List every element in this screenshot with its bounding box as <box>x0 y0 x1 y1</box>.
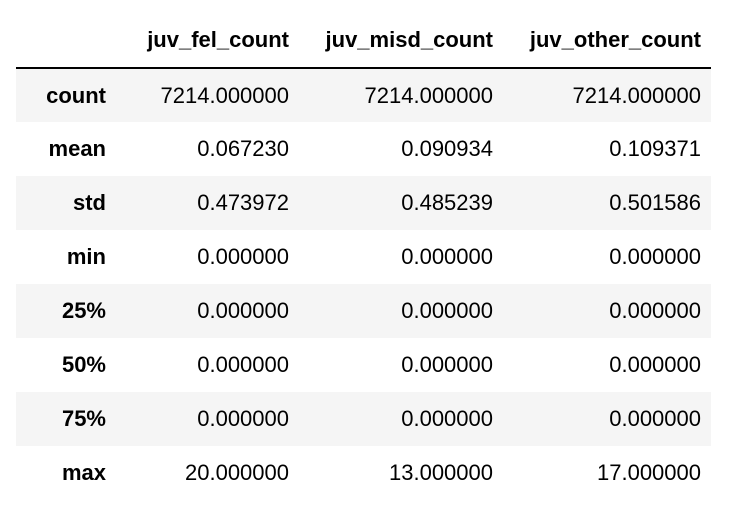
table-cell: 0.000000 <box>609 244 701 269</box>
column-header-juv-other-count: juv_other_count <box>503 13 711 69</box>
table-row-min: min 0.000000 0.000000 0.000000 <box>16 230 711 284</box>
table-cell: 0.000000 <box>609 298 701 323</box>
table-cell: 0.473972 <box>197 190 289 215</box>
table-row-max: max 20.000000 13.000000 17.000000 <box>16 446 711 500</box>
table-cell: 7214.000000 <box>572 82 701 108</box>
table-cell: 17.000000 <box>597 460 701 485</box>
table-row-mean: mean 0.067230 0.090934 0.109371 <box>16 122 711 176</box>
row-label: count <box>46 82 106 108</box>
table-cell: 0.000000 <box>609 406 701 431</box>
row-label: min <box>66 244 106 269</box>
table-row-75-percent: 75% 0.000000 0.000000 0.000000 <box>16 392 711 446</box>
table-cell: 0.485239 <box>401 190 493 215</box>
table-cell: 0.000000 <box>197 298 289 323</box>
table-body: count 7214.000000 7214.000000 7214.00000… <box>16 68 711 500</box>
table-row-50-percent: 50% 0.000000 0.000000 0.000000 <box>16 338 711 392</box>
table-cell: 20.000000 <box>185 460 289 485</box>
row-label: 25% <box>61 298 106 323</box>
table-cell: 0.000000 <box>197 244 289 269</box>
table-row-25-percent: 25% 0.000000 0.000000 0.000000 <box>16 284 711 338</box>
table-cell: 0.000000 <box>401 406 493 431</box>
row-label: mean <box>48 136 106 161</box>
row-label: 75% <box>61 406 106 431</box>
table-cell: 0.109371 <box>609 136 701 161</box>
row-label: max <box>61 460 106 485</box>
table-cell: 0.501586 <box>609 190 701 215</box>
header-row: juv_fel_count juv_misd_count juv_other_c… <box>16 13 711 69</box>
table-cell: 7214.000000 <box>364 82 493 108</box>
table-cell: 0.000000 <box>197 352 289 377</box>
table-row-count: count 7214.000000 7214.000000 7214.00000… <box>16 68 711 122</box>
table-row-std: std 0.473972 0.485239 0.501586 <box>16 176 711 230</box>
table-cell: 0.000000 <box>197 406 289 431</box>
index-header-corner <box>16 13 116 69</box>
table-cell: 0.000000 <box>401 352 493 377</box>
table-cell: 0.000000 <box>401 244 493 269</box>
table-cell: 0.000000 <box>401 298 493 323</box>
table-cell: 0.000000 <box>609 352 701 377</box>
describe-table: juv_fel_count juv_misd_count juv_other_c… <box>16 13 711 500</box>
row-label: 50% <box>61 352 106 377</box>
table-cell: 13.000000 <box>389 460 493 485</box>
table-cell: 0.067230 <box>197 136 289 161</box>
row-label: std <box>73 190 106 215</box>
column-header-juv-fel-count: juv_fel_count <box>116 13 299 69</box>
column-header-juv-misd-count: juv_misd_count <box>299 13 503 69</box>
table-cell: 0.090934 <box>401 136 493 161</box>
table-cell: 7214.000000 <box>160 82 289 108</box>
table-header: juv_fel_count juv_misd_count juv_other_c… <box>16 13 711 69</box>
